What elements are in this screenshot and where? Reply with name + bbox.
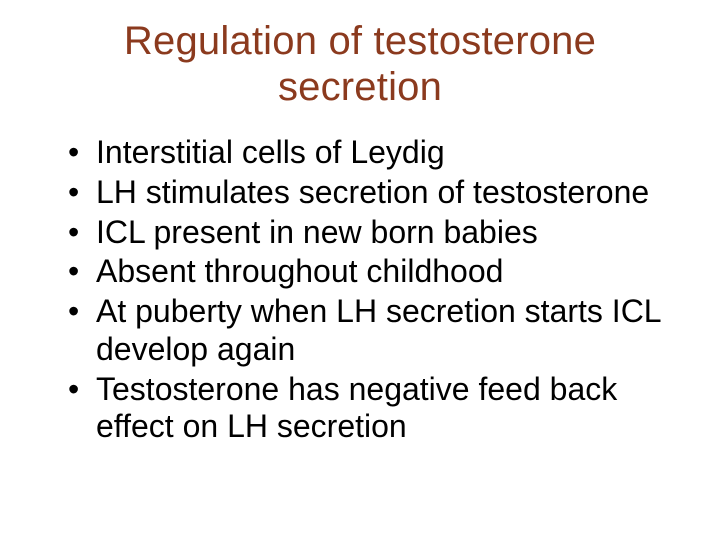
bullet-list: Interstitial cells of Leydig LH stimulat…: [40, 134, 680, 446]
list-item: LH stimulates secretion of testosterone: [68, 174, 680, 212]
slide: Regulation of testosterone secretion Int…: [0, 0, 720, 540]
list-item: At puberty when LH secretion starts ICL …: [68, 293, 680, 369]
list-item: ICL present in new born babies: [68, 214, 680, 252]
list-item: Testosterone has negative feed back effe…: [68, 371, 680, 447]
slide-title: Regulation of testosterone secretion: [40, 18, 680, 110]
list-item: Absent throughout childhood: [68, 253, 680, 291]
list-item: Interstitial cells of Leydig: [68, 134, 680, 172]
